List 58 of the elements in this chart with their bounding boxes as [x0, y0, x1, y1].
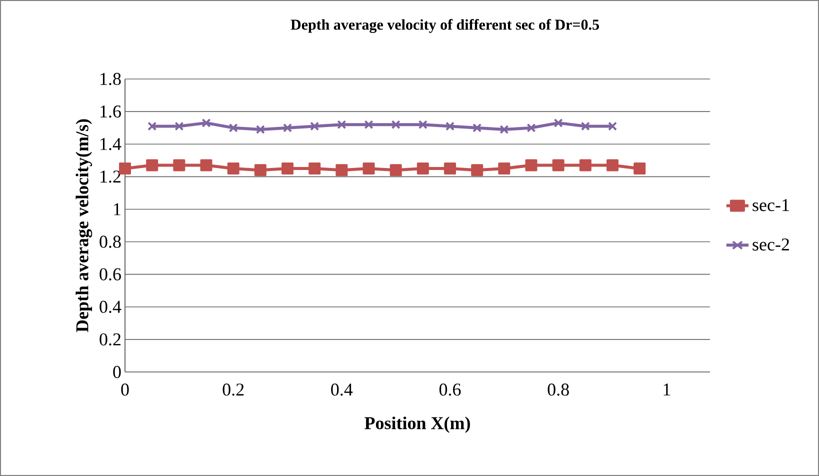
y-tick-label: 0: [113, 366, 121, 378]
point: [200, 159, 212, 172]
point: [390, 164, 402, 176]
y-tick-label: 0.2: [100, 333, 120, 346]
y-axis-title: Depth average velocity(m/s): [76, 119, 92, 332]
point: [391, 120, 400, 130]
point: [418, 120, 428, 130]
legend-label: sec-1: [752, 199, 789, 212]
point: [282, 123, 292, 132]
x-tick-label: 1: [664, 384, 670, 396]
y-tick-label: 1.4: [100, 138, 122, 150]
point: [119, 162, 131, 175]
y-tick-label: 1.8: [100, 72, 121, 86]
point: [525, 159, 538, 172]
point: [336, 164, 348, 176]
point: [554, 118, 563, 128]
y-tick-label: 1.2: [100, 170, 120, 183]
point: [498, 162, 510, 175]
point: [364, 120, 374, 130]
point: [606, 159, 619, 172]
point: [500, 124, 509, 134]
point: [202, 118, 211, 128]
point: [282, 162, 294, 175]
point: [310, 122, 320, 131]
legend-label: sec-2: [752, 238, 789, 251]
point: [526, 123, 536, 132]
point: [445, 122, 455, 131]
y-tick-label: 0.4: [100, 300, 122, 313]
chart-title: Depth average velocity of different sec of Dr=0.5: [290, 19, 599, 33]
point: [227, 162, 240, 175]
point: [416, 162, 429, 175]
point: [337, 120, 346, 130]
y-tick-label: 1: [114, 203, 120, 216]
point: [228, 123, 238, 132]
x-tick-label: 0.8: [548, 384, 569, 396]
point: [552, 159, 564, 172]
y-tick-label: 1.6: [100, 105, 121, 118]
point: [579, 159, 592, 172]
point: [174, 122, 184, 131]
point: [580, 122, 590, 131]
point: [148, 122, 157, 131]
x-tick-label: 0.2: [222, 384, 244, 396]
point: [173, 159, 186, 172]
point: [254, 164, 266, 176]
point: [444, 162, 456, 175]
point: [256, 124, 265, 134]
x-tick-label: 0.4: [331, 384, 353, 396]
y-tick-label: 0.8: [100, 236, 121, 248]
point: [608, 122, 618, 131]
y-tick-label: 0.6: [100, 268, 121, 280]
point: [634, 162, 646, 175]
point: [308, 162, 321, 175]
point: [146, 159, 158, 172]
point: [471, 164, 484, 176]
x-tick-label: 0.6: [439, 384, 461, 396]
point: [472, 123, 482, 132]
point: [362, 162, 375, 175]
x-axis-title: Position X(m): [364, 416, 470, 433]
